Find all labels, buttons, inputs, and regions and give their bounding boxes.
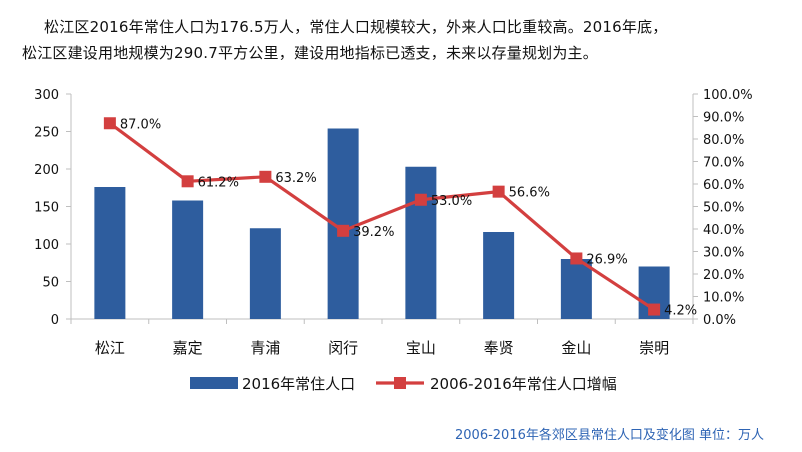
data-label: 63.2%	[275, 171, 316, 186]
data-label: 56.6%	[509, 186, 550, 201]
y-right-tick-label: 50.0%	[703, 201, 744, 216]
x-tick-label: 闵行	[328, 339, 358, 357]
x-tick-label: 宝山	[406, 339, 436, 357]
bar	[249, 228, 281, 319]
x-tick-label: 青浦	[250, 339, 280, 357]
population-chart: 0 50 100 150 200 250 300 0.0% 10.0% 20.0% 30.0% 40.…	[34, 88, 753, 393]
line-point	[570, 252, 583, 265]
y-right-tick-label: 70.0%	[703, 156, 744, 171]
legend-line-label: 2006-2016年常住人口增幅	[430, 375, 617, 393]
bar	[560, 259, 592, 319]
data-label: 39.2%	[353, 225, 394, 240]
description-paragraph: 松江区2016年常住人口为176.5万人，常住人口规模较大，外来人口比重较高。2…	[22, 14, 782, 66]
legend-line-marker	[394, 377, 406, 389]
y-right-tick-label: 60.0%	[703, 178, 744, 193]
legend-bar-label: 2016年常住人口	[242, 375, 355, 393]
line-point	[414, 193, 427, 206]
bar	[172, 200, 204, 319]
data-label: 53.0%	[431, 194, 472, 209]
line-point	[337, 224, 350, 237]
x-tick-label: 金山	[561, 339, 591, 357]
line-point	[181, 175, 194, 188]
y-right-tick-label: 0.0%	[703, 313, 736, 328]
y-left-tick-label: 250	[34, 126, 59, 141]
paragraph-line-2: 松江区建设用地规模为290.7平方公里，建设用地指标已透支，未来以存量规划为主。	[22, 44, 598, 62]
bar	[94, 187, 126, 319]
y-right-tick-label: 20.0%	[703, 268, 744, 283]
line-point	[492, 185, 505, 198]
line-point	[259, 170, 272, 183]
y-left-tick-label: 0	[51, 313, 59, 328]
x-tick-label: 崇明	[639, 339, 669, 357]
y-right-tick-label: 30.0%	[703, 246, 744, 261]
x-tick-label: 松江	[95, 339, 125, 357]
data-label: 61.2%	[198, 175, 239, 190]
y-right-tick-label: 100.0%	[703, 88, 753, 103]
y-left-tick-label: 100	[34, 238, 59, 253]
paragraph-line-1: 松江区2016年常住人口为176.5万人，常住人口规模较大，外来人口比重较高。2…	[44, 18, 668, 36]
legend-bar-swatch	[190, 377, 238, 389]
data-label: 4.2%	[664, 304, 697, 319]
line-point	[648, 303, 661, 316]
data-label: 87.0%	[120, 117, 161, 132]
bar	[483, 232, 515, 319]
y-right-tick-label: 80.0%	[703, 133, 744, 148]
y-right-tick-label: 10.0%	[703, 291, 744, 306]
y-left-tick-label: 300	[34, 88, 59, 103]
data-label: 26.9%	[586, 252, 627, 267]
x-tick-label: 奉贤	[484, 339, 514, 357]
chart-caption: 2006-2016年各郊区县常住人口及变化图 单位：万人	[455, 428, 764, 443]
growth-line	[108, 121, 656, 311]
y-right-tick-label: 90.0%	[703, 111, 744, 126]
line-point	[103, 117, 116, 130]
x-tick-label: 嘉定	[173, 339, 203, 357]
y-right-tick-label: 40.0%	[703, 223, 744, 238]
y-left-tick-label: 150	[34, 201, 59, 216]
y-left-tick-label: 200	[34, 163, 59, 178]
bar	[405, 166, 437, 319]
y-left-tick-label: 50	[42, 276, 59, 291]
